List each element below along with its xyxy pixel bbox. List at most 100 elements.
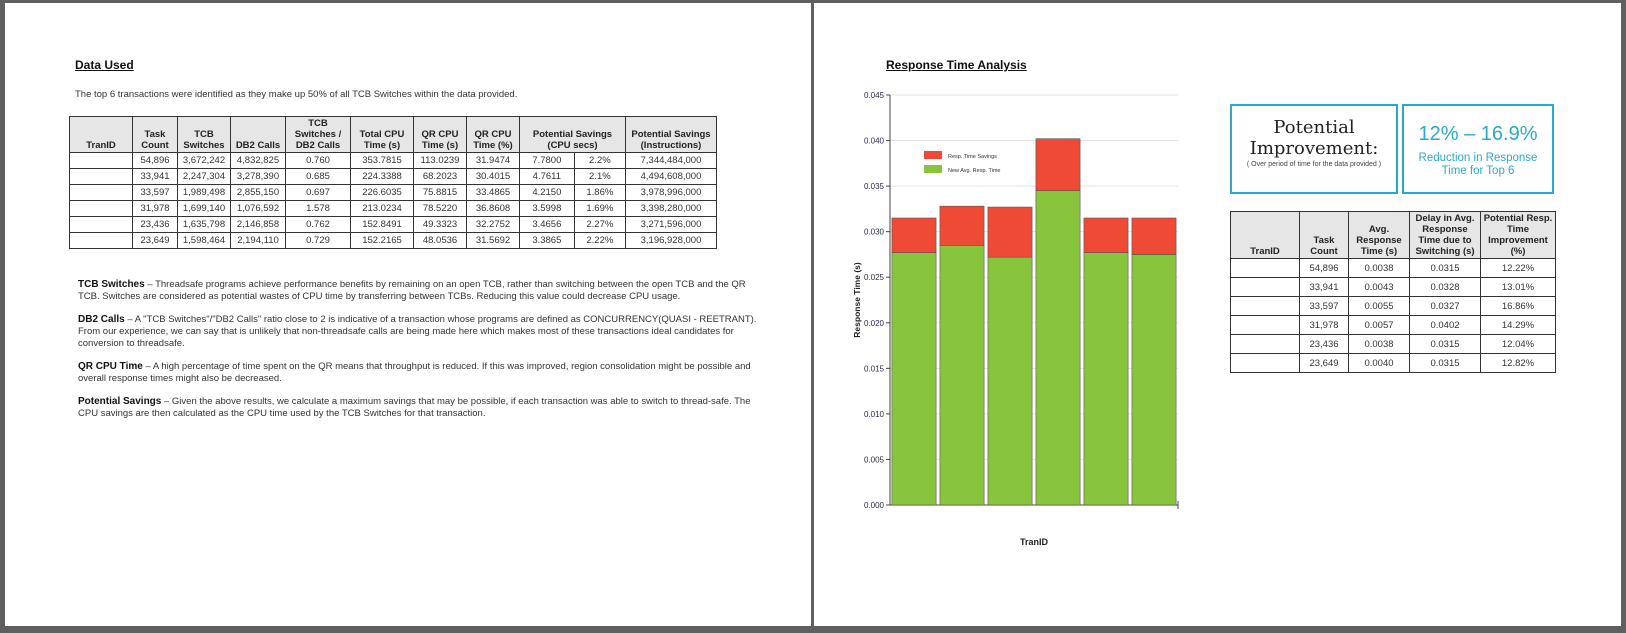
y-tick-label: 0.035 bbox=[864, 182, 885, 191]
reduction-range-box: 12% – 16.9% Reduction in Response Time f… bbox=[1402, 104, 1554, 194]
bar-resp-time-savings bbox=[1035, 138, 1081, 191]
ratio-cell: 1.578 bbox=[285, 200, 351, 217]
total-cpu-cell: 213.0234 bbox=[350, 200, 414, 217]
qr-pct-cell: 31.9474 bbox=[466, 152, 520, 169]
definition-qr-cpu-time: QR CPU Time – A high percentage of time … bbox=[78, 361, 758, 385]
qr-cpu-cell: 113.0239 bbox=[413, 152, 467, 169]
qr-pct-cell: 30.4015 bbox=[466, 168, 520, 185]
ratio-cell: 0.697 bbox=[285, 184, 351, 201]
header-savings-instr: Potential Savings (Instructions) bbox=[625, 116, 717, 153]
definition-term: QR CPU Time bbox=[78, 361, 143, 372]
improvement-cell: 13.01% bbox=[1480, 277, 1556, 297]
task-count-cell: 23,436 bbox=[132, 216, 178, 233]
x-axis-label: TranID bbox=[1020, 537, 1049, 547]
ratio-cell: 0.685 bbox=[285, 168, 351, 185]
tcb-switches-cell: 1,989,498 bbox=[177, 184, 231, 201]
redacted-tranid bbox=[76, 171, 126, 182]
redacted-tranid bbox=[76, 203, 126, 214]
bar-new-avg-resp-time bbox=[939, 245, 985, 506]
tcb-switches-cell: 1,635,798 bbox=[177, 216, 231, 233]
y-tick-label: 0.025 bbox=[864, 273, 885, 282]
data-used-table: TranID Task Count TCB Switches DB2 Calls… bbox=[69, 116, 717, 249]
definition-term: DB2 Calls bbox=[78, 314, 125, 325]
bar-resp-time-savings bbox=[987, 206, 1033, 258]
bar-resp-time-savings bbox=[1083, 217, 1129, 253]
tcb-switches-cell: 2,247,304 bbox=[177, 168, 231, 185]
savings-pct-cell: 2.22% bbox=[573, 232, 627, 249]
redacted-tranid bbox=[76, 187, 126, 198]
db2-calls-cell: 1,076,592 bbox=[230, 200, 286, 217]
savings-secs-cell: 4.7611 bbox=[519, 168, 575, 185]
redacted-tranid bbox=[76, 155, 126, 166]
improvement-cell: 12.04% bbox=[1480, 334, 1556, 354]
resp-header-delay: Delay in Avg. Response Time due to Switc… bbox=[1409, 211, 1481, 259]
redacted-tranid bbox=[1237, 281, 1293, 293]
resp-table-header-row: TranID Task Count Avg. Response Time (s)… bbox=[1230, 211, 1556, 259]
avg-resp-cell: 0.0040 bbox=[1348, 353, 1410, 373]
definition-term: TCB Switches bbox=[78, 279, 145, 290]
ratio-cell: 0.760 bbox=[285, 152, 351, 169]
definition-text: – Threadsafe programs achieve performanc… bbox=[78, 279, 746, 302]
definitions: TCB Switches – Threadsafe programs achie… bbox=[78, 279, 758, 431]
header-db2-calls: DB2 Calls bbox=[230, 116, 286, 153]
tcb-switches-cell: 1,598,464 bbox=[177, 232, 231, 249]
savings-secs-cell: 4.2150 bbox=[519, 184, 575, 201]
savings-secs-cell: 3.3865 bbox=[519, 232, 575, 249]
task-count-cell: 54,896 bbox=[1299, 258, 1349, 278]
response-time-chart: 0.000 0.005 0.010 0.015 0.020 0.025 0.030 0.035… bbox=[846, 87, 1186, 557]
qr-pct-cell: 36.8608 bbox=[466, 200, 520, 217]
savings-instr-cell: 7,344,484,000 bbox=[625, 152, 717, 169]
bar-new-avg-resp-time bbox=[1131, 254, 1177, 506]
tcb-switches-cell: 3,672,242 bbox=[177, 152, 231, 169]
resp-header-improvement: Potential Resp. Time Improvement (%) bbox=[1480, 211, 1556, 259]
savings-secs-cell: 3.5998 bbox=[519, 200, 575, 217]
total-cpu-cell: 224.3388 bbox=[350, 168, 414, 185]
y-tick-label: 0.020 bbox=[864, 319, 885, 328]
bar-resp-time-savings bbox=[939, 205, 985, 246]
delay-cell: 0.0315 bbox=[1409, 353, 1481, 373]
reduction-caption-line2: Time for Top 6 bbox=[1441, 165, 1515, 177]
avg-resp-cell: 0.0057 bbox=[1348, 315, 1410, 335]
data-used-intro: The top 6 transactions were identified a… bbox=[75, 89, 518, 100]
bar-resp-time-savings bbox=[1131, 217, 1177, 255]
y-tick-label: 0.030 bbox=[864, 228, 885, 237]
savings-instr-cell: 3,196,928,000 bbox=[625, 232, 717, 249]
improvement-title-line2: Improvement: bbox=[1249, 138, 1379, 159]
improvement-cell: 12.82% bbox=[1480, 353, 1556, 373]
qr-pct-cell: 32.2752 bbox=[466, 216, 520, 233]
legend-label: New Avg. Resp. Time bbox=[948, 168, 1000, 174]
delay-cell: 0.0402 bbox=[1409, 315, 1481, 335]
resp-header-tranid: TranID bbox=[1230, 211, 1300, 259]
avg-resp-cell: 0.0038 bbox=[1348, 258, 1410, 278]
redacted-tranid bbox=[76, 219, 126, 230]
tranid-cell bbox=[69, 232, 133, 249]
resp-table-body: 54,896 0.0038 0.0315 12.22% 33,941 0.0043 0.03… bbox=[1230, 258, 1556, 373]
savings-pct-cell: 2.2% bbox=[573, 152, 627, 169]
reduction-range-value: 12% – 16.9% bbox=[1418, 123, 1538, 145]
tranid-cell bbox=[69, 168, 133, 185]
header-tcb-switches: TCB Switches bbox=[177, 116, 231, 153]
y-tick-label: 0.015 bbox=[864, 364, 885, 373]
data-used-heading: Data Used bbox=[75, 58, 134, 72]
tranid-cell bbox=[1230, 277, 1300, 297]
delay-cell: 0.0315 bbox=[1409, 334, 1481, 354]
total-cpu-cell: 226.6035 bbox=[350, 184, 414, 201]
qr-cpu-cell: 48.0536 bbox=[413, 232, 467, 249]
delay-cell: 0.0327 bbox=[1409, 296, 1481, 316]
table-row: 23,436 0.0038 0.0315 12.04% bbox=[1230, 334, 1556, 354]
left-page: Data Used The top 6 transactions were id… bbox=[5, 3, 811, 626]
improvement-cell: 12.22% bbox=[1480, 258, 1556, 278]
table-row: 23,649 0.0040 0.0315 12.82% bbox=[1230, 353, 1556, 373]
savings-instr-cell: 3,271,596,000 bbox=[625, 216, 717, 233]
total-cpu-cell: 353.7815 bbox=[350, 152, 414, 169]
header-ratio: TCB Switches / DB2 Calls bbox=[285, 116, 351, 153]
task-count-cell: 23,649 bbox=[132, 232, 178, 249]
task-count-cell: 33,597 bbox=[1299, 296, 1349, 316]
table-row: 33,941 2,247,304 3,278,390 0.685 224.3388 68.… bbox=[69, 168, 717, 185]
y-tick-label: 0.040 bbox=[864, 137, 885, 146]
tranid-cell bbox=[69, 184, 133, 201]
savings-secs-cell: 7.7800 bbox=[519, 152, 575, 169]
task-count-cell: 33,597 bbox=[132, 184, 178, 201]
improvement-cell: 16.86% bbox=[1480, 296, 1556, 316]
bar-resp-time-savings bbox=[891, 217, 937, 253]
